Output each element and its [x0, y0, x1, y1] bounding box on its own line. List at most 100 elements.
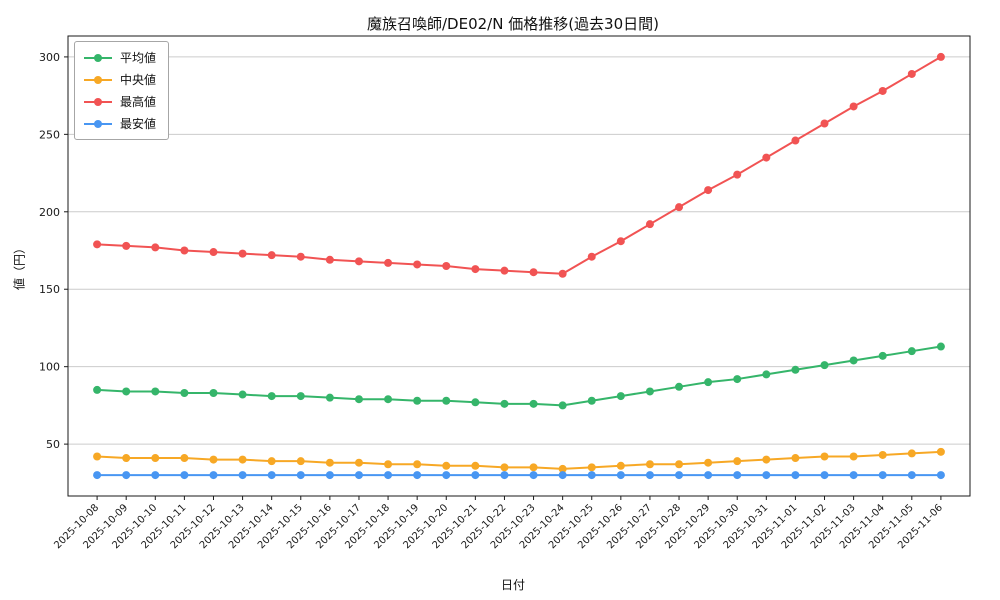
plot-border: [67, 35, 971, 497]
data-point-marker: [180, 389, 189, 398]
data-point-marker: [704, 471, 713, 480]
data-point-marker: [238, 471, 247, 480]
data-point-marker: [820, 119, 829, 128]
data-point-marker: [413, 396, 422, 405]
data-point-marker: [122, 241, 131, 250]
legend-marker: [84, 75, 112, 84]
data-point-marker: [820, 452, 829, 461]
data-point-marker: [907, 347, 916, 356]
data-point-marker: [645, 387, 654, 396]
data-point-marker: [529, 471, 538, 480]
data-point-marker: [93, 240, 102, 249]
legend-label: 最安値: [120, 117, 157, 131]
data-point-marker: [93, 471, 102, 480]
chart-title: 魔族召喚師/DE02/N 価格推移(過去30日間): [366, 15, 659, 33]
data-point-marker: [180, 246, 189, 255]
x-axis-label: 日付: [500, 578, 525, 592]
data-point-marker: [645, 460, 654, 469]
data-point-marker: [558, 401, 567, 410]
data-point-marker: [849, 471, 858, 480]
data-point-marker: [704, 378, 713, 387]
data-point-marker: [762, 455, 771, 464]
data-point-marker: [791, 365, 800, 374]
data-point-marker: [296, 392, 305, 401]
data-point-marker: [122, 454, 131, 463]
legend-item: 最安値: [83, 115, 156, 132]
data-point-marker: [733, 471, 742, 480]
data-point-marker: [471, 461, 480, 470]
data-point-marker: [267, 457, 276, 466]
data-point-marker: [704, 186, 713, 195]
data-point-marker: [558, 269, 567, 278]
data-point-marker: [675, 460, 684, 469]
data-point-marker: [907, 449, 916, 458]
data-point-marker: [238, 249, 247, 258]
data-point-marker: [471, 398, 480, 407]
data-point-marker: [616, 237, 625, 246]
data-point-marker: [209, 471, 218, 480]
data-point-marker: [384, 258, 393, 267]
legend-label: 平均値: [120, 51, 157, 65]
y-tick-label: 100: [39, 361, 60, 374]
data-point-marker: [354, 395, 363, 404]
data-point-marker: [93, 452, 102, 461]
data-point-marker: [616, 392, 625, 401]
data-point-marker: [791, 136, 800, 145]
data-point-marker: [907, 69, 916, 78]
data-point-marker: [413, 471, 422, 480]
legend-marker: [84, 119, 112, 128]
data-point-marker: [442, 461, 451, 470]
data-point-marker: [791, 454, 800, 463]
series-line: [97, 345, 942, 407]
data-point-marker: [122, 471, 131, 480]
legend-item: 最高値: [83, 93, 156, 110]
data-point-marker: [849, 102, 858, 111]
data-point-marker: [151, 454, 160, 463]
data-point-marker: [384, 460, 393, 469]
data-point-marker: [325, 458, 334, 467]
data-point-marker: [442, 396, 451, 405]
data-point-marker: [180, 471, 189, 480]
data-point-marker: [675, 471, 684, 480]
data-point-marker: [675, 203, 684, 212]
data-point-marker: [500, 266, 509, 275]
data-point-marker: [733, 170, 742, 179]
data-point-marker: [587, 252, 596, 261]
series-line: [97, 450, 941, 470]
data-point-marker: [645, 471, 654, 480]
data-point-marker: [296, 252, 305, 261]
legend-item: 中央値: [83, 71, 156, 88]
data-point-marker: [151, 243, 160, 252]
y-tick-label: 250: [39, 128, 60, 141]
data-point-marker: [267, 251, 276, 260]
data-point-marker: [151, 387, 160, 396]
data-point-marker: [442, 262, 451, 270]
y-tick-label: 200: [39, 206, 60, 219]
legend: 平均値中央値最高値最安値: [74, 41, 170, 140]
data-point-marker: [616, 471, 625, 480]
data-point-marker: [296, 471, 305, 480]
data-point-marker: [93, 385, 102, 394]
data-point-marker: [849, 356, 858, 365]
y-tick-label: 300: [39, 51, 60, 64]
data-point-marker: [558, 471, 567, 480]
data-point-marker: [325, 393, 334, 402]
data-point-marker: [645, 220, 654, 229]
data-point-marker: [587, 471, 596, 480]
data-point-marker: [936, 342, 945, 351]
data-point-marker: [849, 452, 858, 461]
y-tick-label: 150: [39, 283, 60, 296]
data-point-marker: [907, 471, 916, 480]
data-point-marker: [529, 463, 538, 472]
data-point-marker: [413, 260, 422, 269]
data-point-marker: [733, 375, 742, 384]
data-point-marker: [442, 471, 451, 480]
data-point-marker: [209, 248, 218, 257]
data-point-marker: [878, 471, 887, 480]
data-point-marker: [500, 463, 509, 472]
data-point-marker: [122, 387, 131, 396]
data-point-marker: [878, 450, 887, 459]
data-point-marker: [238, 455, 247, 464]
data-point-marker: [791, 471, 800, 480]
